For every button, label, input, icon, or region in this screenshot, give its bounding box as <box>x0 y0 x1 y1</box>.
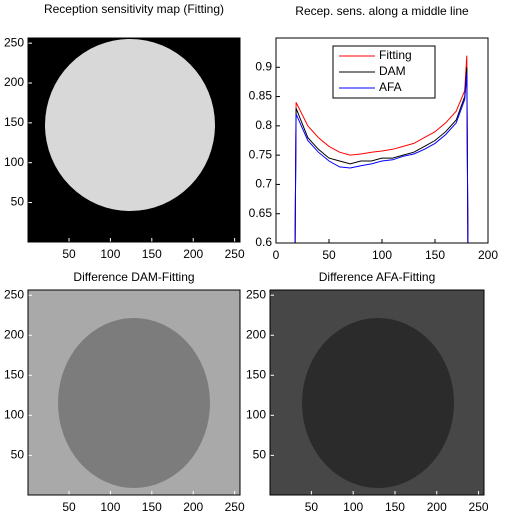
y-tick-label: 50 <box>253 448 267 462</box>
axes-frame <box>269 289 485 496</box>
x-tick-label: 100 <box>100 247 120 261</box>
y-tick-label: 100 <box>4 407 24 421</box>
line-series <box>294 55 469 244</box>
y-tick-label: 150 <box>4 367 24 381</box>
x-tick-label: 250 <box>469 500 489 514</box>
x-tick-label: 150 <box>425 248 445 262</box>
x-tick-label: 200 <box>478 248 498 262</box>
x-tick-label: 50 <box>62 500 76 514</box>
y-tick-label: 250 <box>4 35 24 49</box>
y-tick-label: 0.85 <box>249 89 273 103</box>
x-tick-label: 150 <box>385 500 405 514</box>
x-tick-label: 50 <box>62 247 76 261</box>
y-tick-label: 100 <box>246 407 266 421</box>
y-tick-label: 150 <box>4 115 24 129</box>
chart-title: Difference AFA-Fitting <box>319 270 436 284</box>
x-tick-label: 100 <box>372 248 392 262</box>
x-tick-label: 150 <box>142 500 162 514</box>
x-tick-label: 200 <box>183 500 203 514</box>
x-tick-label: 0 <box>273 248 280 262</box>
y-tick-label: 250 <box>4 287 24 301</box>
axes-frame <box>27 37 241 243</box>
chart-title: Recep. sens. along a middle line <box>295 4 469 18</box>
y-tick-label: 0.9 <box>255 59 272 73</box>
y-tick-label: 0.8 <box>255 118 272 132</box>
y-tick-label: 200 <box>246 327 266 341</box>
y-tick-label: 200 <box>4 327 24 341</box>
y-tick-label: 50 <box>11 195 25 209</box>
x-tick-label: 50 <box>305 500 319 514</box>
chart-title: Reception sensitivity map (Fitting) <box>44 2 224 16</box>
line-series <box>294 67 469 244</box>
legend-label: Fitting <box>379 48 412 62</box>
axes-frame <box>275 37 489 244</box>
x-tick-label: 250 <box>225 500 245 514</box>
y-tick-label: 0.6 <box>255 235 272 249</box>
y-tick-label: 0.7 <box>255 177 272 191</box>
x-tick-label: 200 <box>427 500 447 514</box>
x-tick-label: 250 <box>225 247 245 261</box>
x-tick-label: 200 <box>183 247 203 261</box>
axes-frame <box>27 289 241 496</box>
x-tick-label: 100 <box>343 500 363 514</box>
image-object <box>302 318 454 488</box>
y-tick-label: 0.65 <box>249 206 273 220</box>
y-tick-label: 200 <box>4 75 24 89</box>
x-tick-label: 150 <box>142 247 162 261</box>
chart-title: Difference DAM-Fitting <box>73 270 194 284</box>
y-tick-label: 250 <box>246 287 266 301</box>
y-tick-label: 0.75 <box>249 147 273 161</box>
y-tick-label: 150 <box>246 367 266 381</box>
image-object <box>45 39 215 211</box>
y-tick-label: 100 <box>4 155 24 169</box>
y-tick-label: 50 <box>11 448 25 462</box>
image-object <box>58 318 210 488</box>
line-series <box>294 73 469 244</box>
legend-label: AFA <box>379 80 402 94</box>
x-tick-label: 50 <box>322 248 336 262</box>
legend-label: DAM <box>379 64 406 78</box>
x-tick-label: 100 <box>100 500 120 514</box>
